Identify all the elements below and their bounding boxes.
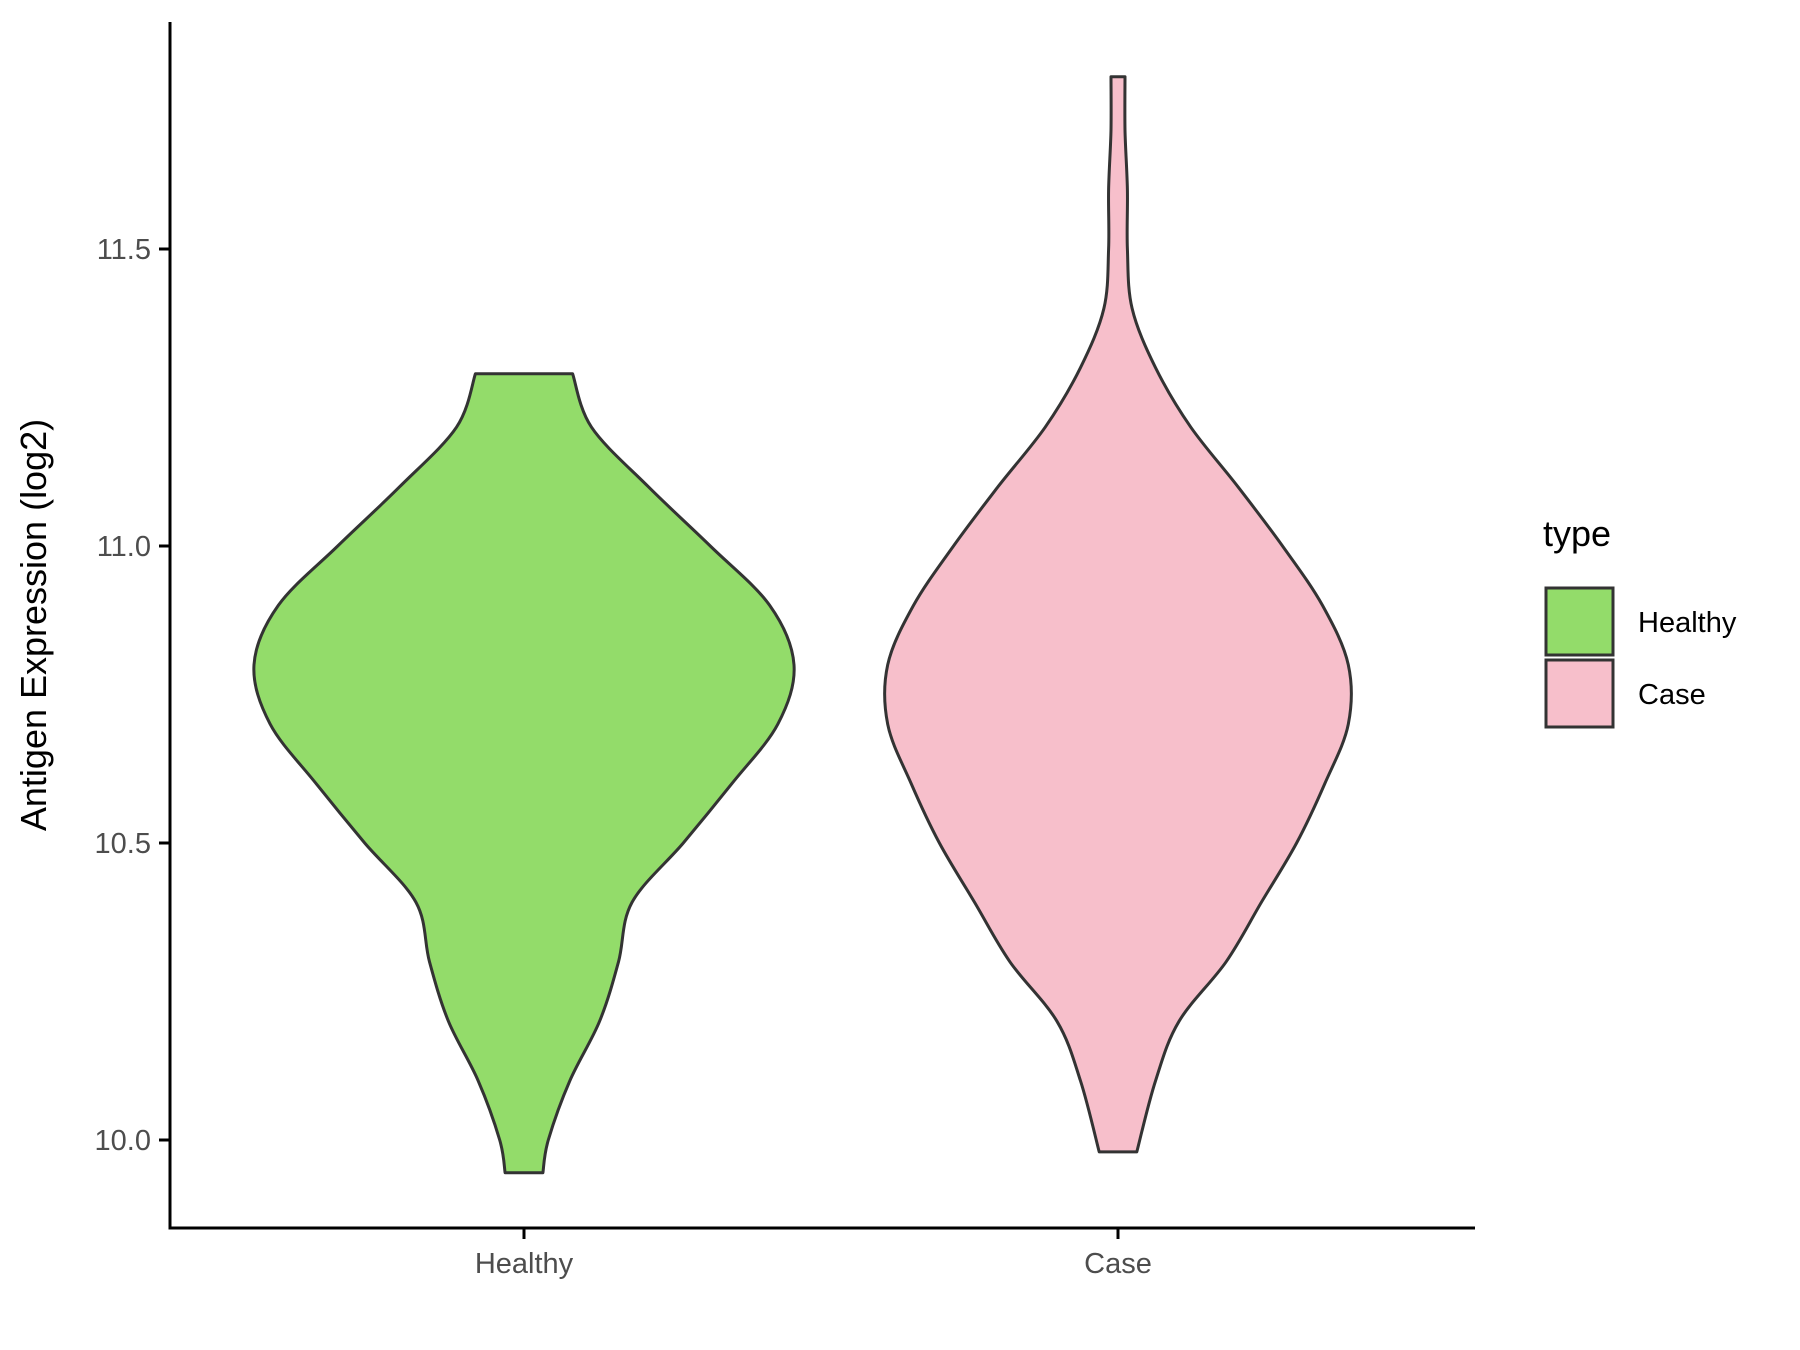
- violin-case: [883, 75, 1353, 1154]
- y-tick-label: 11.0: [97, 531, 151, 563]
- legend-title: type: [1543, 513, 1611, 554]
- y-axis-title: Antigen Expression (log2): [13, 419, 54, 831]
- legend-swatch-healthy: [1544, 586, 1615, 657]
- axes: [168, 22, 1475, 1230]
- legend: type Healthy Case: [1543, 513, 1737, 729]
- x-tick-label: Case: [1084, 1248, 1152, 1280]
- violin-healthy: [252, 372, 796, 1175]
- legend-swatch-case: [1544, 658, 1615, 729]
- violin-layer: [252, 75, 1353, 1175]
- y-tick-label: 10.0: [95, 1125, 151, 1157]
- y-tick-label: 11.5: [97, 234, 151, 266]
- y-ticks: 10.0 10.5 11.0 11.5: [95, 234, 170, 1157]
- y-tick-label: 10.5: [95, 828, 151, 860]
- x-ticks: Healthy Case: [475, 1228, 1152, 1280]
- legend-label-healthy: Healthy: [1638, 607, 1737, 639]
- legend-label-case: Case: [1638, 679, 1706, 711]
- x-tick-label: Healthy: [475, 1248, 574, 1280]
- legend-items: Healthy Case: [1544, 586, 1737, 729]
